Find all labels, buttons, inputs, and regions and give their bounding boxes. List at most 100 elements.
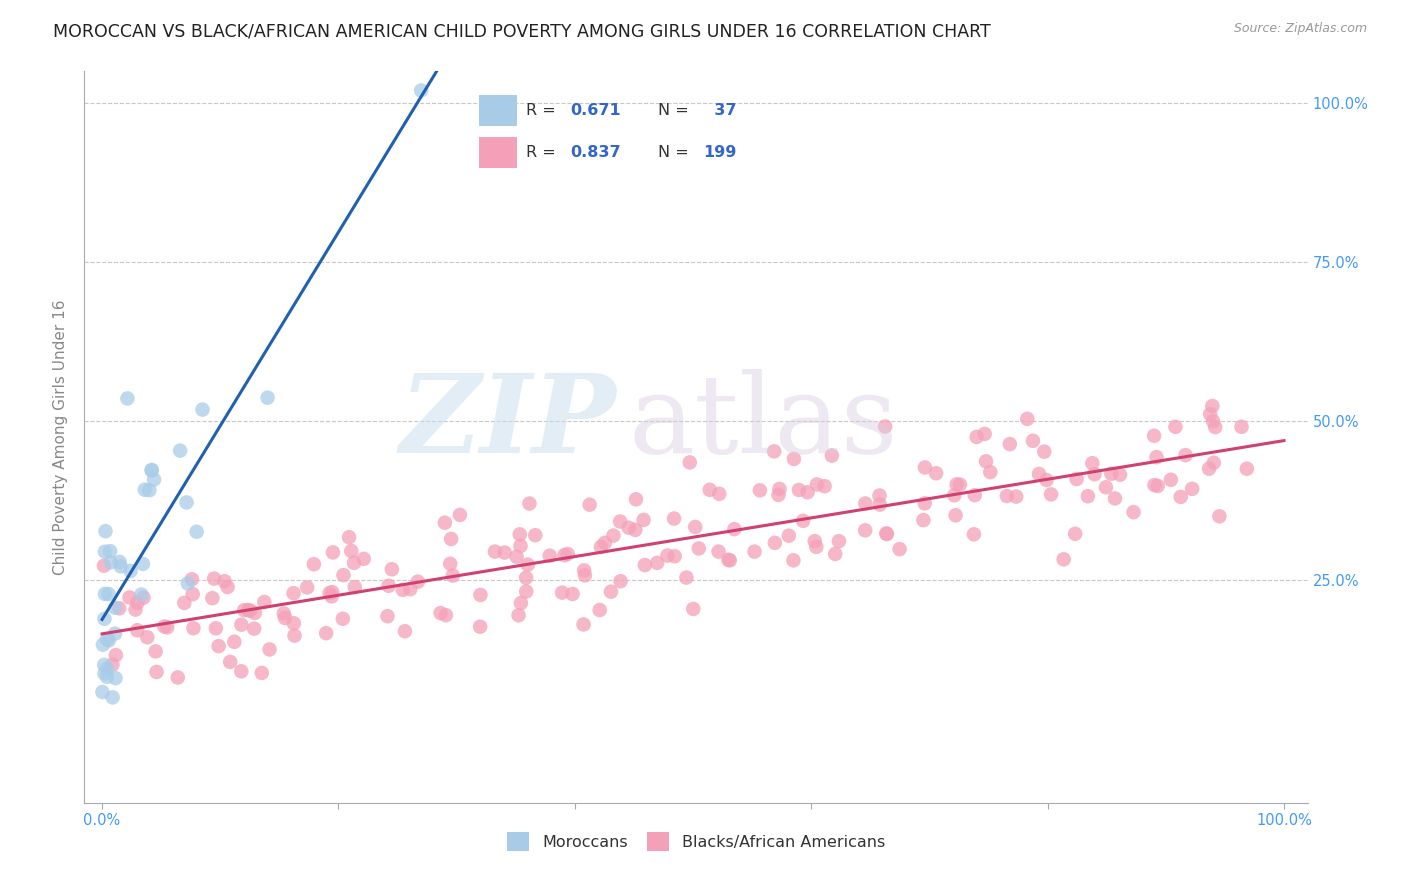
Point — [519, 496, 541, 510]
Point — [94, 545, 117, 559]
Point — [679, 455, 702, 469]
Point — [718, 553, 741, 567]
Point — [524, 528, 547, 542]
Point — [783, 452, 806, 467]
Point — [224, 635, 246, 649]
Point — [321, 590, 343, 604]
Point — [508, 608, 530, 623]
Point — [914, 460, 936, 475]
Point — [153, 619, 176, 633]
Point — [93, 612, 115, 626]
Point — [1077, 489, 1099, 503]
Point — [381, 562, 404, 576]
Point — [145, 665, 167, 679]
Point — [768, 482, 790, 496]
Point — [1040, 487, 1063, 501]
Point — [238, 603, 260, 617]
Point — [768, 488, 790, 502]
Point — [394, 624, 416, 639]
Point — [510, 596, 533, 610]
Point — [439, 557, 461, 571]
Point — [110, 559, 132, 574]
Point — [963, 488, 986, 502]
Point — [214, 574, 236, 589]
Point — [633, 513, 655, 527]
Point — [295, 581, 318, 595]
Point — [253, 595, 276, 609]
Point — [516, 558, 538, 572]
Point — [134, 483, 156, 497]
Point — [869, 489, 891, 503]
Point — [145, 644, 167, 658]
Point — [180, 572, 202, 586]
Point — [683, 520, 706, 534]
Point — [1122, 505, 1144, 519]
Point — [273, 607, 295, 621]
Point — [572, 563, 595, 577]
Point — [1005, 490, 1028, 504]
Point — [340, 544, 363, 558]
Point — [332, 568, 354, 582]
Point — [156, 620, 179, 634]
Point — [104, 648, 127, 662]
Point — [302, 558, 325, 572]
Point — [1022, 434, 1045, 448]
Point — [411, 83, 433, 97]
Point — [256, 391, 278, 405]
Point — [609, 574, 631, 589]
Point — [141, 463, 163, 477]
Text: atlas: atlas — [628, 369, 898, 476]
Point — [875, 526, 897, 541]
Point — [274, 611, 297, 625]
Point — [202, 572, 225, 586]
Y-axis label: Child Poverty Among Girls Under 16: Child Poverty Among Girls Under 16 — [53, 300, 69, 574]
Point — [104, 626, 127, 640]
Point — [624, 492, 647, 507]
Point — [1083, 467, 1105, 482]
Point — [141, 463, 163, 477]
Point — [578, 498, 600, 512]
Point — [699, 483, 721, 497]
Point — [1099, 467, 1122, 481]
Point — [515, 571, 537, 585]
Point — [1199, 407, 1222, 421]
Point — [118, 591, 141, 605]
Point — [343, 556, 366, 570]
Point — [337, 530, 360, 544]
Point — [806, 477, 828, 491]
Point — [763, 536, 786, 550]
Point — [574, 568, 596, 582]
Point — [434, 608, 457, 623]
Point — [201, 591, 224, 606]
Point — [104, 671, 127, 685]
Point — [91, 685, 114, 699]
Point — [763, 444, 786, 458]
Point — [321, 585, 343, 599]
Point — [1064, 526, 1087, 541]
Point — [1181, 482, 1204, 496]
Point — [813, 479, 835, 493]
Point — [96, 670, 118, 684]
Point — [283, 586, 305, 600]
Point — [191, 402, 214, 417]
Point — [143, 473, 166, 487]
Point — [1198, 461, 1220, 475]
Point — [1035, 473, 1057, 487]
Point — [1109, 467, 1132, 482]
Point — [1204, 420, 1226, 434]
Point — [96, 662, 118, 676]
Point — [322, 545, 344, 559]
Point — [782, 553, 804, 567]
Point — [803, 534, 825, 549]
Point — [645, 556, 668, 570]
Point — [468, 620, 491, 634]
Point — [207, 639, 229, 653]
Point — [377, 579, 399, 593]
Point — [205, 621, 228, 635]
Point — [138, 483, 160, 498]
Point — [602, 528, 624, 542]
Point — [239, 604, 262, 618]
Point — [853, 524, 876, 538]
Point — [1202, 414, 1225, 428]
Point — [876, 527, 898, 541]
